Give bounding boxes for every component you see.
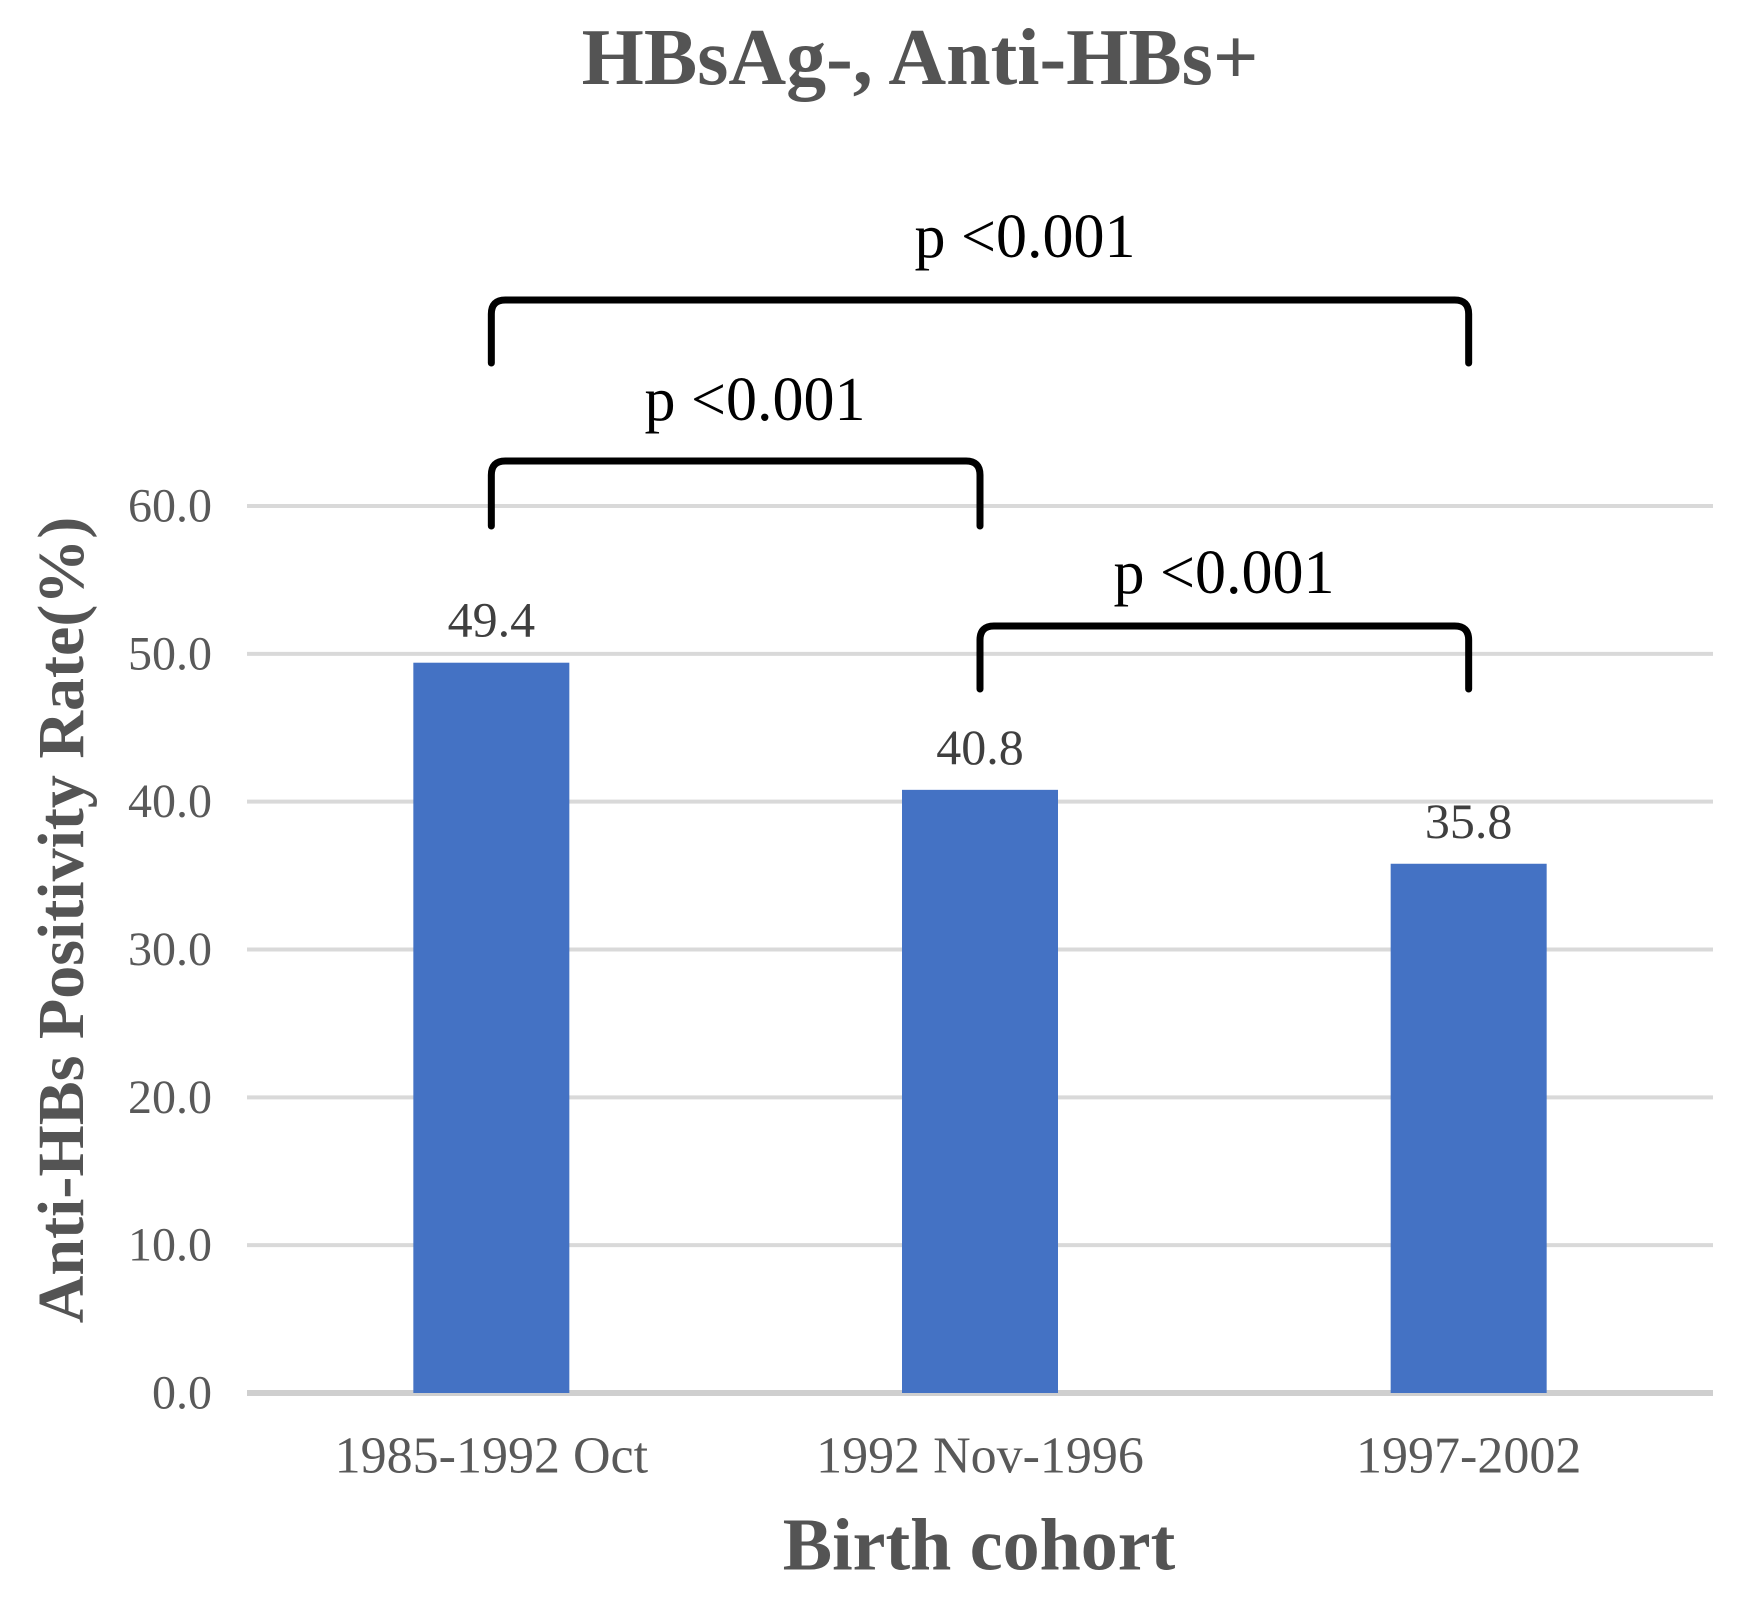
p-value-label: p <0.001 bbox=[645, 366, 866, 434]
y-tick-label: 40.0 bbox=[128, 775, 212, 828]
bar-1992-nov-1996 bbox=[902, 789, 1058, 1393]
bar-value-label: 49.4 bbox=[448, 592, 536, 648]
significance-bracket bbox=[487, 296, 1473, 367]
x-category-label: 1997-2002 bbox=[1356, 1428, 1581, 1485]
y-tick-label: 0.0 bbox=[152, 1367, 212, 1420]
bar-value-label: 40.8 bbox=[936, 719, 1024, 775]
x-category-label: 1985-1992 Oct bbox=[335, 1428, 649, 1485]
y-tick-label: 60.0 bbox=[128, 480, 212, 533]
y-tick-label: 10.0 bbox=[128, 1219, 212, 1272]
x-category-label: 1992 Nov-1996 bbox=[816, 1428, 1144, 1485]
y-tick-label: 50.0 bbox=[128, 627, 212, 680]
significance-bracket bbox=[487, 457, 984, 530]
p-value-label: p <0.001 bbox=[1114, 539, 1335, 607]
bar-1997-2002 bbox=[1390, 863, 1547, 1393]
y-tick-label: 20.0 bbox=[128, 1071, 212, 1124]
bar-value-label: 35.8 bbox=[1425, 793, 1513, 849]
x-axis-title: Birth cohort bbox=[782, 1504, 1176, 1587]
bar-1985-1992-oct bbox=[413, 662, 570, 1393]
chart-title: HBsAg-, Anti-HBs+ bbox=[581, 14, 1259, 102]
p-value-label: p <0.001 bbox=[915, 203, 1136, 271]
significance-bracket bbox=[976, 622, 1473, 693]
y-tick-label: 30.0 bbox=[128, 923, 212, 976]
